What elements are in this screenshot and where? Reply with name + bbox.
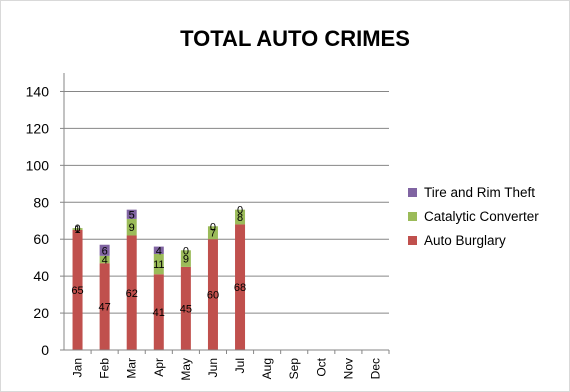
bar-segment xyxy=(207,239,218,350)
data-label: 47 xyxy=(99,302,111,314)
data-label: 60 xyxy=(207,290,219,302)
gridlines xyxy=(64,90,389,314)
data-label: 6 xyxy=(102,245,108,257)
bar-segment xyxy=(99,244,110,256)
data-label: 0 xyxy=(183,245,189,257)
data-label: 1 xyxy=(74,224,80,236)
bar-segment xyxy=(126,218,137,236)
bar-segment xyxy=(99,263,110,350)
data-label: 0 xyxy=(74,223,80,235)
legend-label: Auto Burglary xyxy=(424,233,506,248)
x-tick-label: Apr xyxy=(152,358,166,377)
legend-swatch xyxy=(408,188,417,197)
data-label: 11 xyxy=(153,259,164,271)
bar-segment xyxy=(180,266,191,350)
x-tick-label: Jan xyxy=(71,358,85,377)
legend: Tire and Rim Theft Catalytic Converter Aut… xyxy=(408,185,539,248)
bar-segment xyxy=(99,255,110,264)
x-tick-label: Feb xyxy=(98,358,112,379)
x-tick-label: Jul xyxy=(233,358,247,373)
bar-segment xyxy=(126,235,137,350)
legend-label: Tire and Rim Theft xyxy=(424,185,535,200)
bar-segment xyxy=(153,246,164,254)
legend-swatch xyxy=(408,236,417,245)
chart-title: TOTAL AUTO CRIMES xyxy=(180,26,410,51)
y-tick-label: 0 xyxy=(41,342,49,358)
data-label: 45 xyxy=(180,303,192,315)
legend-swatch xyxy=(408,212,417,221)
bar-segment xyxy=(126,209,137,219)
x-tick-label: Nov xyxy=(341,358,355,379)
y-tick-label: 20 xyxy=(33,305,49,321)
bar-segment xyxy=(207,226,218,240)
y-tick-label: 100 xyxy=(26,157,50,173)
x-tick-label: Dec xyxy=(368,358,382,379)
bar-segment xyxy=(235,224,246,350)
y-tick-label: 120 xyxy=(26,120,50,136)
data-label: 4 xyxy=(102,255,108,267)
bar-segment xyxy=(72,228,83,230)
bar-segment xyxy=(180,250,191,267)
data-label: 5 xyxy=(129,209,135,221)
data-label: 8 xyxy=(237,212,243,224)
y-tick-label: 80 xyxy=(33,194,49,210)
y-tick-label: 140 xyxy=(26,83,50,99)
data-label: 4 xyxy=(156,245,162,257)
bar-segment xyxy=(235,209,246,225)
x-tick-label: Oct xyxy=(314,357,328,376)
x-tick-label: Mar xyxy=(125,358,139,379)
x-tick-label: Sep xyxy=(287,358,301,380)
data-label: 62 xyxy=(126,288,138,300)
bar-segment xyxy=(153,253,164,275)
data-label: 65 xyxy=(71,285,83,297)
bars xyxy=(72,209,246,350)
data-label: 9 xyxy=(129,222,135,234)
legend-label: Catalytic Converter xyxy=(424,209,539,224)
y-tick-label: 40 xyxy=(33,268,49,284)
x-tick-label: Jun xyxy=(206,358,220,377)
bar-segment xyxy=(72,229,83,350)
data-label: 0 xyxy=(210,221,216,233)
data-label: 9 xyxy=(183,254,189,266)
bar-segment xyxy=(153,274,164,350)
x-tick-label: Aug xyxy=(260,358,274,379)
data-label: 7 xyxy=(210,228,216,240)
y-tick-label: 60 xyxy=(33,231,49,247)
data-label: 0 xyxy=(237,205,243,217)
x-tick-label: May xyxy=(179,358,193,381)
data-label: 41 xyxy=(153,307,165,319)
data-label: 68 xyxy=(234,282,246,294)
